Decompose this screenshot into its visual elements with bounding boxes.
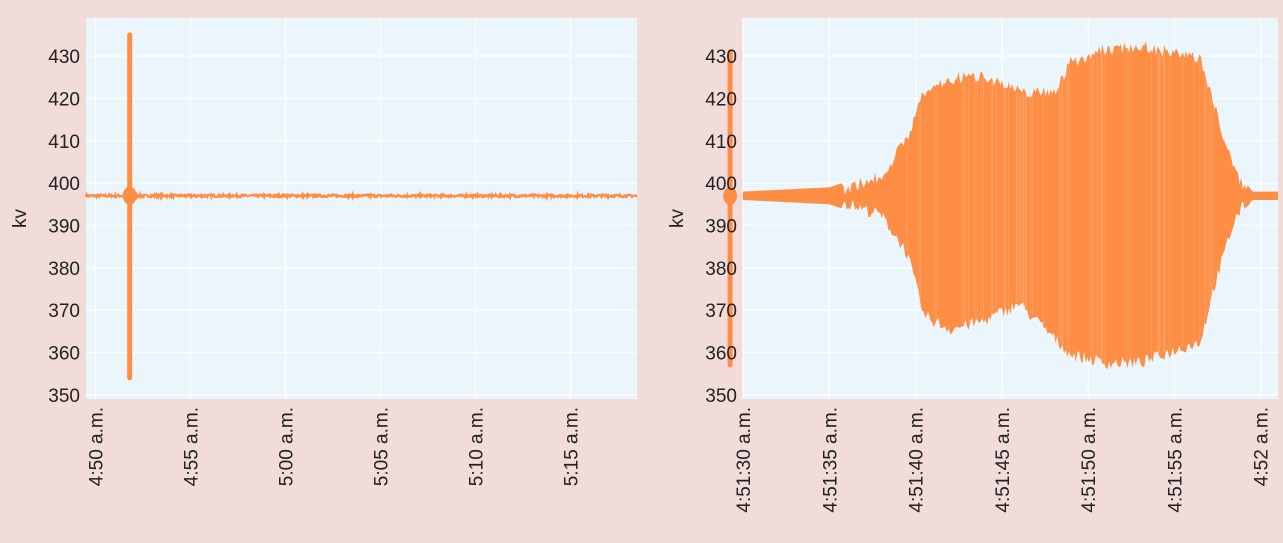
x-tick-label: 4:51:50 a.m. — [1079, 407, 1100, 513]
y-axis-label: kv — [667, 209, 688, 229]
y-tick-label: 420 — [48, 89, 80, 110]
x-tick-label: 5:05 a.m. — [372, 407, 393, 486]
y-tick-label: 410 — [705, 132, 737, 153]
y-tick-label: 370 — [705, 301, 737, 322]
y-tick-label: 400 — [48, 174, 80, 195]
spike-center-1 — [122, 186, 137, 205]
y-tick-label: 430 — [48, 47, 80, 68]
series-line — [84, 190, 638, 202]
x-tick-label: 4:51:45 a.m. — [993, 407, 1014, 513]
x-tick-label: 4:51:30 a.m. — [734, 407, 755, 513]
y-axis-label: kv — [10, 209, 31, 229]
oscillation-envelope — [743, 40, 1278, 370]
x-tick-label: 4:52 a.m. — [1252, 407, 1273, 486]
y-tick-label: 350 — [48, 386, 80, 407]
x-tick-label: 4:50 a.m. — [87, 407, 108, 486]
x-tick-label: 4:51:35 a.m. — [820, 407, 841, 513]
y-tick-label: 370 — [48, 301, 80, 322]
y-tick-label: 390 — [705, 216, 737, 237]
y-tick-label: 360 — [705, 343, 737, 364]
y-tick-label: 380 — [705, 259, 737, 280]
spike-center-2 — [723, 186, 738, 205]
x-tick-label: 4:51:40 a.m. — [907, 407, 928, 513]
x-tick-label: 5:15 a.m. — [562, 407, 583, 486]
x-tick-label: 4:51:55 a.m. — [1165, 407, 1186, 513]
y-tick-label: 410 — [48, 132, 80, 153]
y-tick-label: 360 — [48, 343, 80, 364]
y-tick-label: 430 — [705, 47, 737, 68]
y-tick-label: 400 — [705, 174, 737, 195]
y-tick-label: 380 — [48, 259, 80, 280]
x-tick-label: 5:00 a.m. — [277, 407, 298, 486]
y-tick-label: 420 — [705, 89, 737, 110]
x-tick-label: 4:55 a.m. — [182, 407, 203, 486]
y-tick-label: 390 — [48, 216, 80, 237]
y-tick-label: 350 — [705, 386, 737, 407]
x-tick-label: 5:10 a.m. — [467, 407, 488, 486]
plot-area-1 — [86, 18, 637, 399]
